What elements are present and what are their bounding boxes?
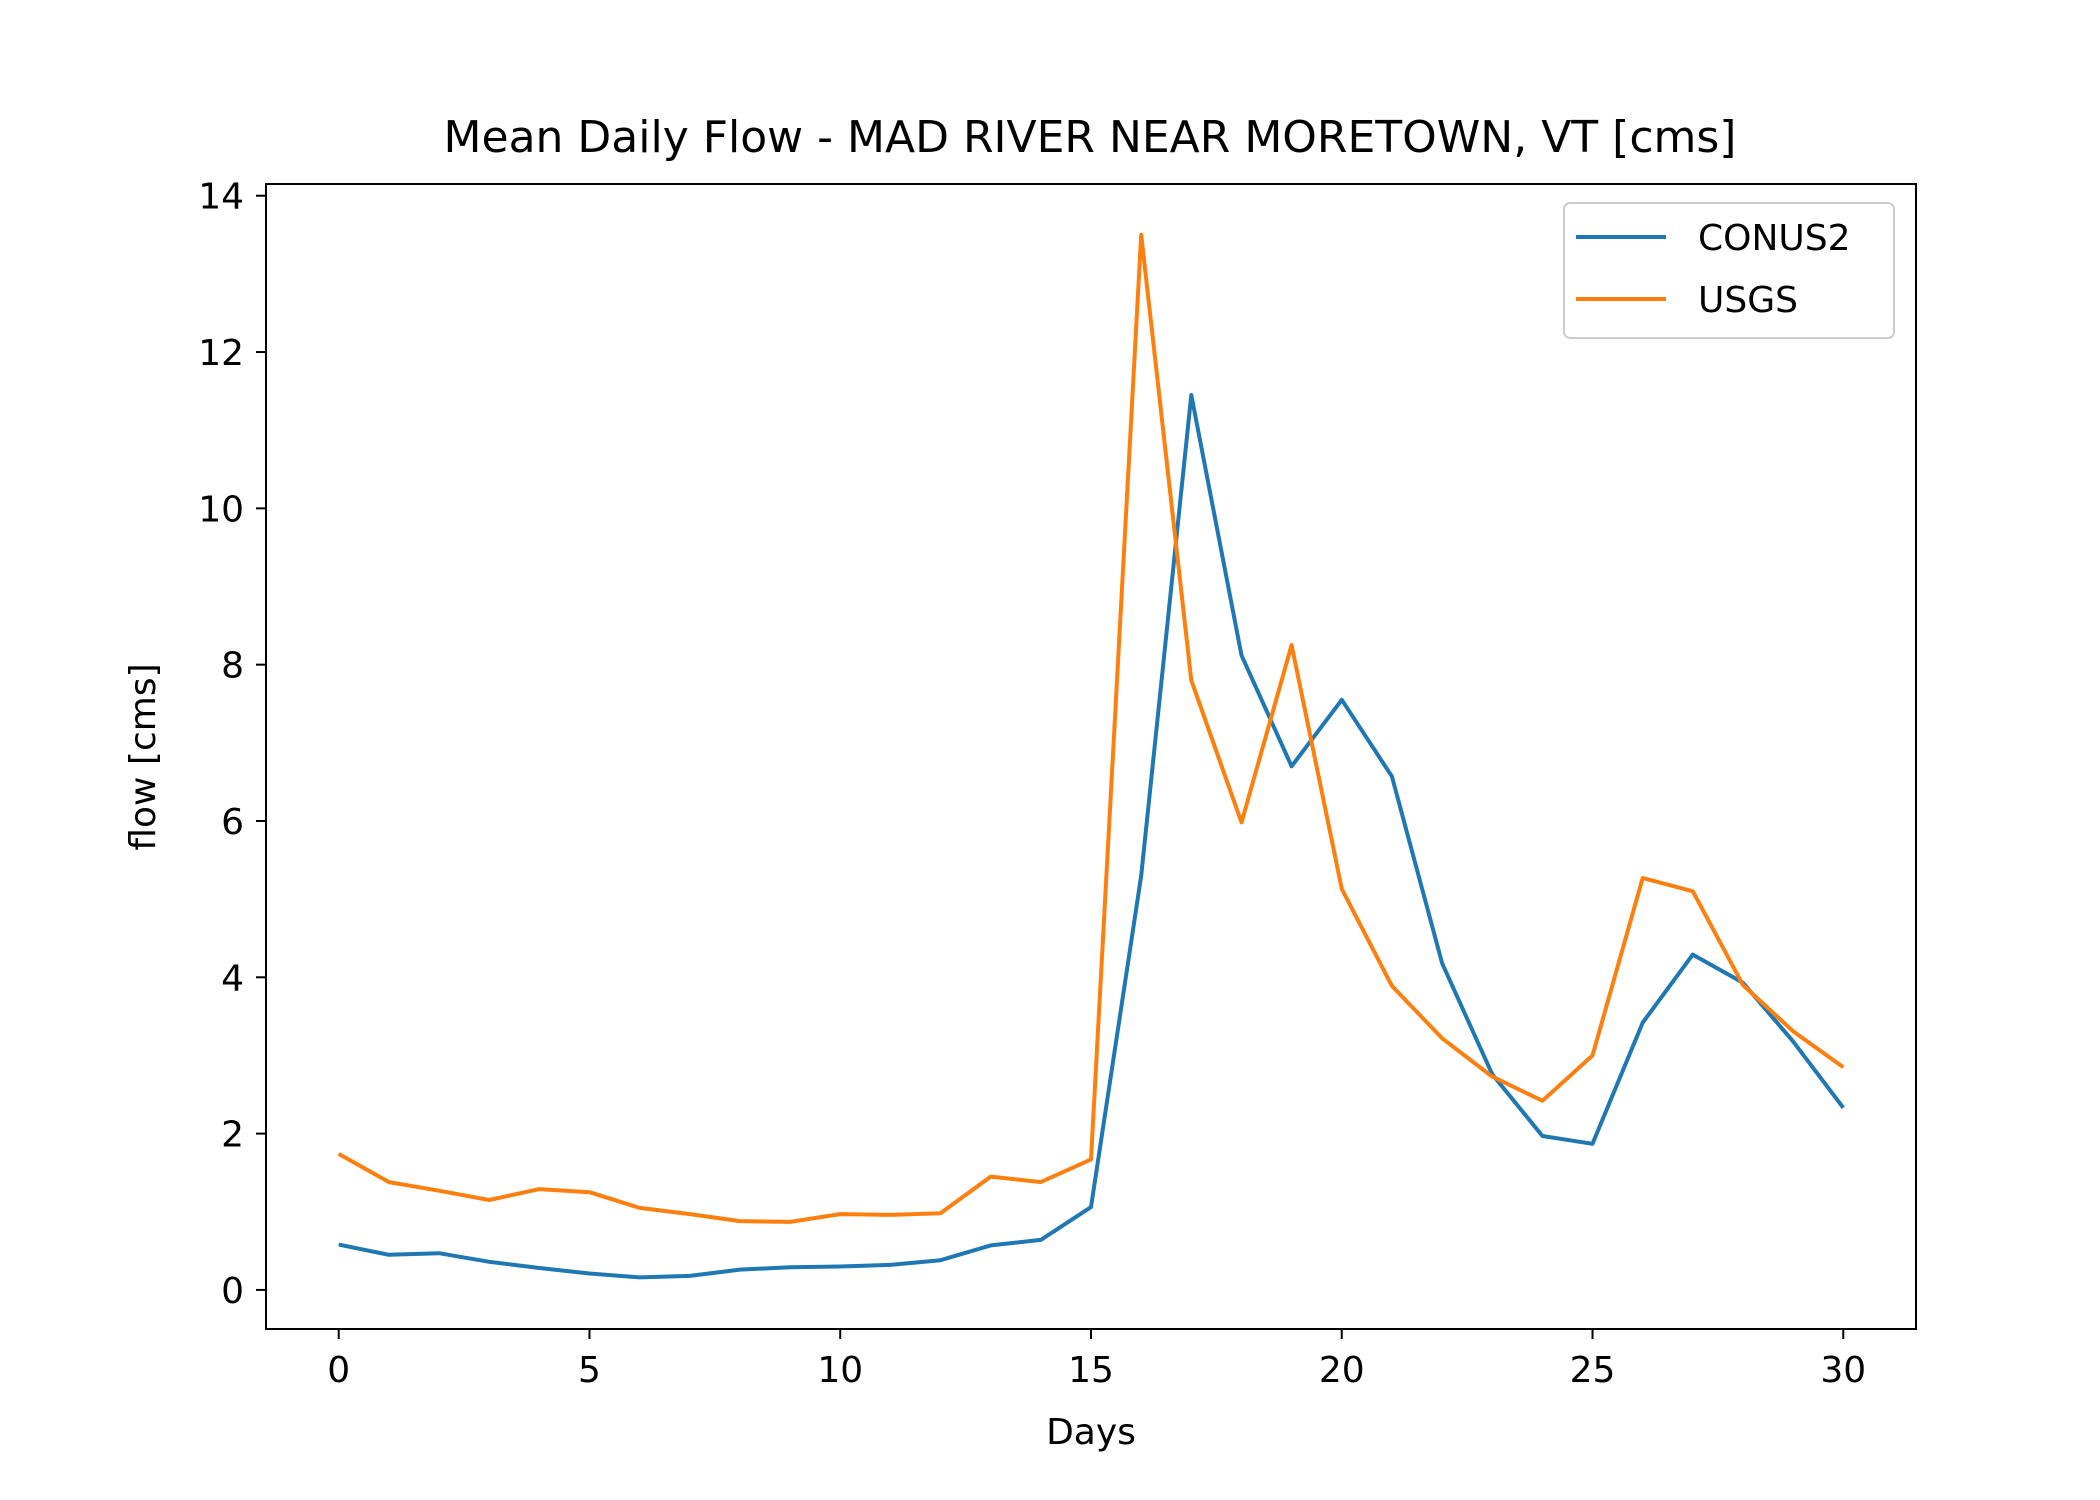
legend: CONUS2 USGS: [1563, 202, 1895, 339]
x-tick-label: 25: [1570, 1350, 1616, 1391]
x-axis-label: Days: [1046, 1412, 1136, 1453]
y-tick-label: 10: [198, 489, 244, 530]
y-tick-label: 8: [221, 646, 244, 687]
chart-title: Mean Daily Flow - MAD RIVER NEAR MORETOW…: [444, 112, 1737, 163]
x-tick-label: 0: [327, 1350, 350, 1391]
y-tick-label: 4: [221, 958, 244, 999]
plot-area: [265, 183, 1917, 1330]
y-tick-label: 2: [221, 1115, 244, 1156]
series-layer: [337, 232, 1845, 1280]
x-axis-ticks: 0 5 10 15 20 25 30: [327, 1329, 1866, 1391]
y-tick-label: 6: [221, 802, 244, 843]
x-tick-label: 5: [578, 1350, 601, 1391]
y-tick-label: 0: [221, 1271, 244, 1312]
legend-label-usgs: USGS: [1698, 280, 1798, 321]
x-tick-label: 15: [1068, 1350, 1114, 1391]
x-tick-label: 30: [1820, 1350, 1866, 1391]
y-axis-ticks: 0 2 4 6 8 10 12 14: [198, 177, 266, 1312]
x-tick-label: 20: [1319, 1350, 1365, 1391]
y-axis-label: flow [cms]: [123, 663, 164, 850]
y-tick-label: 14: [198, 177, 244, 218]
series-line-conus2: [338, 393, 1845, 1280]
x-tick-label: 10: [817, 1350, 863, 1391]
y-tick-label: 12: [198, 333, 244, 374]
series-line-usgs: [337, 232, 1845, 1224]
legend-label-conus2: CONUS2: [1698, 218, 1851, 259]
